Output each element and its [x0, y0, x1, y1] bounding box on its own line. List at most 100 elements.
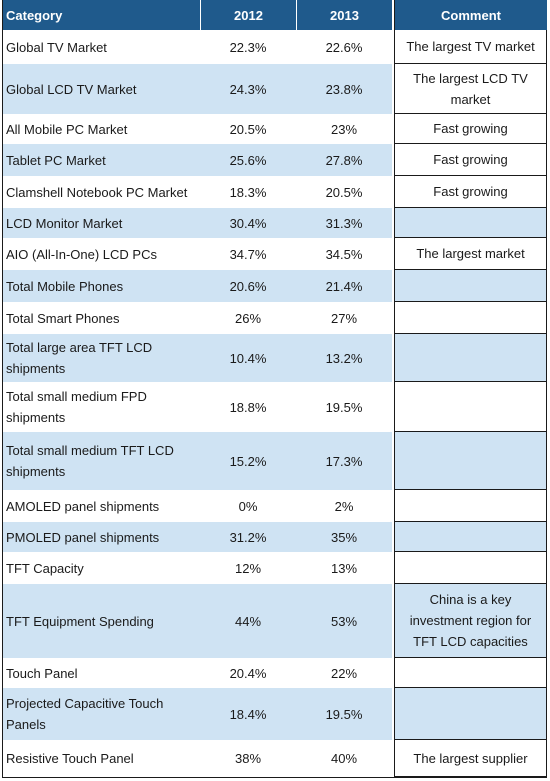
table-left-border — [2, 0, 3, 778]
cell-comment — [394, 490, 547, 522]
cell-comment: Fast growing — [394, 176, 547, 208]
table-row: Global LCD TV Market 24.3% 23.8% The larges… — [0, 64, 550, 114]
cell-category: Global LCD TV Market — [2, 64, 200, 114]
cell-2012: 34.7% — [229, 246, 267, 262]
cell-2013: 23% — [330, 121, 358, 137]
cell-2012: 31.2% — [200, 522, 296, 552]
table-row: Total Smart Phones 26% 27% — [0, 302, 550, 334]
cell-comment — [394, 302, 547, 334]
table-row: AMOLED panel shipments 0% 2% — [0, 490, 550, 522]
cell-2012: 20.4% — [229, 665, 267, 681]
cell-2012: 25.6% — [200, 144, 296, 176]
cell-category: Projected Capacitive Touch Panels — [2, 688, 200, 740]
cell-comment: China is a key investment region for TFT… — [394, 584, 547, 658]
cell-category: All Mobile PC Market — [6, 121, 128, 137]
cell-category: TFT Equipment Spending — [2, 584, 200, 658]
cell-comment — [394, 382, 547, 432]
cell-2013: 19.5% — [296, 688, 392, 740]
cell-category: Tablet PC Market — [2, 144, 200, 176]
cell-category: PMOLED panel shipments — [2, 522, 200, 552]
cell-2012: 12% — [234, 560, 262, 576]
table-row: Projected Capacitive Touch Panels 18.4% 19… — [0, 688, 550, 740]
cell-2013: 27.8% — [296, 144, 392, 176]
cell-2013: 19.5% — [325, 399, 363, 415]
cell-2013: 35% — [296, 522, 392, 552]
cell-2013: 34.5% — [325, 246, 363, 262]
cell-category: Clamshell Notebook PC Market — [6, 184, 188, 200]
cell-2012: 15.2% — [200, 432, 296, 490]
table-row: PMOLED panel shipments 31.2% 35% — [0, 522, 550, 552]
cell-comment — [394, 658, 547, 688]
cell-2013: 20.5% — [325, 184, 363, 200]
cell-comment: The largest TV market — [394, 30, 547, 64]
table-row: TFT Capacity 12% 13% — [0, 552, 550, 584]
cell-2013: 2% — [334, 498, 354, 514]
cell-2012: 44% — [200, 584, 296, 658]
cell-comment: The largest market — [394, 238, 547, 270]
cell-category: Total Smart Phones — [6, 310, 120, 326]
cell-2013: 17.3% — [296, 432, 392, 490]
table-row: Total small medium FPD shipments 18.8% 19.… — [0, 382, 550, 432]
cell-2012: 38% — [234, 751, 262, 766]
cell-comment — [394, 334, 547, 382]
table-row: TFT Equipment Spending 44% 53% China is a k… — [0, 584, 550, 658]
cell-comment: Fast growing — [394, 144, 547, 176]
cell-2013: 13% — [330, 560, 358, 576]
cell-category: LCD Monitor Market — [2, 208, 200, 238]
cell-2012: 18.3% — [229, 184, 267, 200]
header-comment: Comment — [394, 0, 547, 30]
header-category: Category — [2, 0, 200, 30]
table-row: LCD Monitor Market 30.4% 31.3% — [0, 208, 550, 238]
table-row: Clamshell Notebook PC Market 18.3% 20.5% Fa… — [0, 176, 550, 208]
table-row: All Mobile PC Market 20.5% 23% Fast growing — [0, 114, 550, 144]
cell-2013: 40% — [330, 751, 358, 766]
cell-2012: 30.4% — [200, 208, 296, 238]
table-header: Category 2012 2013 Comment — [0, 0, 550, 30]
table-bottom-border — [2, 777, 547, 778]
table-row: Tablet PC Market 25.6% 27.8% Fast growing — [0, 144, 550, 176]
cell-2013: 13.2% — [296, 334, 392, 382]
cell-2013: 22% — [330, 665, 358, 681]
cell-category: TFT Capacity — [6, 560, 84, 576]
cell-2012: 18.4% — [200, 688, 296, 740]
cell-comment — [394, 552, 547, 584]
cell-category: AIO (All-In-One) LCD PCs — [6, 246, 157, 262]
cell-2013: 53% — [296, 584, 392, 658]
cell-2012: 18.8% — [229, 399, 267, 415]
cell-category: Total small medium TFT LCD shipments — [2, 432, 200, 490]
cell-category: Resistive Touch Panel — [6, 751, 134, 766]
cell-comment — [394, 688, 547, 740]
table-row: Total Mobile Phones 20.6% 21.4% — [0, 270, 550, 302]
table-row: Total large area TFT LCD shipments 10.4% 1… — [0, 334, 550, 382]
cell-category: Total large area TFT LCD shipments — [2, 334, 200, 382]
cell-category: AMOLED panel shipments — [6, 498, 160, 514]
table-row: Resistive Touch Panel 38% 40% The largest s… — [0, 740, 550, 777]
cell-2012: 26% — [234, 310, 262, 326]
cell-category: Global TV Market — [6, 39, 107, 55]
cell-2012: 0% — [238, 498, 258, 514]
cell-2012: 10.4% — [200, 334, 296, 382]
cell-2012: 20.5% — [229, 121, 267, 137]
cell-comment: The largest LCD TV market — [394, 64, 547, 114]
cell-comment — [394, 522, 547, 552]
cell-2013: 27% — [330, 310, 358, 326]
cell-2012: 24.3% — [200, 64, 296, 114]
cell-2013: 31.3% — [296, 208, 392, 238]
table-row: Touch Panel 20.4% 22% — [0, 658, 550, 688]
table-row: Global TV Market 22.3% 22.6% The largest TV… — [0, 30, 550, 64]
header-2012: 2012 — [200, 0, 296, 30]
cell-2012: 22.3% — [229, 39, 267, 55]
cell-comment — [394, 208, 547, 238]
table-row: Total small medium TFT LCD shipments 15.2… — [0, 432, 550, 490]
cell-comment — [394, 270, 547, 302]
cell-comment — [394, 432, 547, 490]
cell-2013: 21.4% — [296, 270, 392, 302]
cell-2013: 23.8% — [296, 64, 392, 114]
cell-2013: 22.6% — [325, 39, 363, 55]
header-2013: 2013 — [296, 0, 392, 30]
cell-2012: 20.6% — [200, 270, 296, 302]
cell-comment: The largest supplier — [394, 740, 547, 777]
cell-category: Touch Panel — [6, 665, 78, 681]
table-row: AIO (All-In-One) LCD PCs 34.7% 34.5% The la… — [0, 238, 550, 270]
cell-category: Total small medium FPD shipments — [6, 389, 147, 425]
